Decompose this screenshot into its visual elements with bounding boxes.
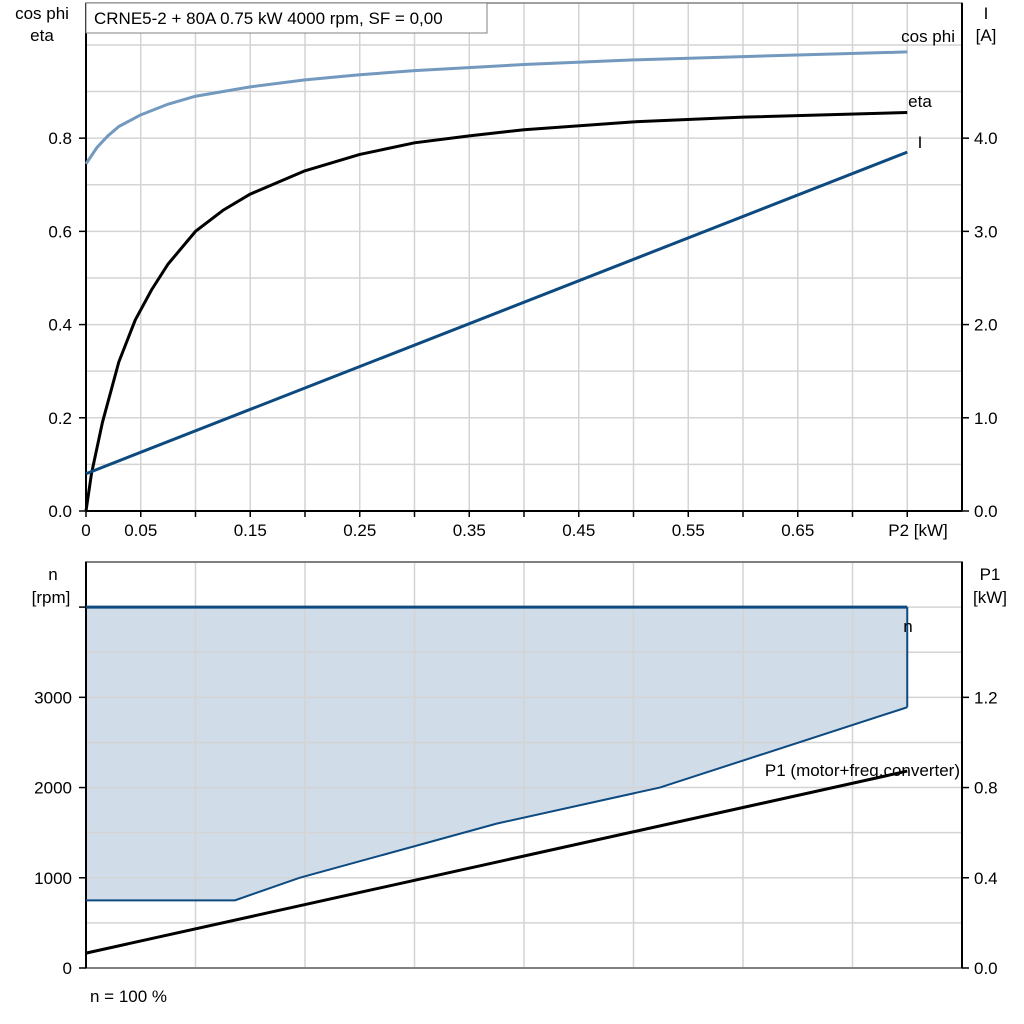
operating-area — [86, 607, 908, 901]
y-tick-label-left: 2000 — [34, 779, 72, 798]
x-tick-label: 0 — [81, 521, 90, 540]
y-tick-label-right: 4.0 — [974, 129, 998, 148]
x-tick-label: 0.45 — [562, 521, 595, 540]
y-tick-label-right: 0.4 — [974, 869, 998, 888]
y-axis-label-left: n — [48, 565, 57, 584]
x-tick-label: 0.25 — [343, 521, 376, 540]
y-tick-label-right: 0.0 — [974, 959, 998, 978]
y-tick-label-left: 0.4 — [48, 316, 72, 335]
y-axis-label-left: [rpm] — [32, 588, 71, 607]
y-tick-label-right: 0.0 — [974, 502, 998, 521]
series-label-P1: P1 (motor+freq.converter) — [765, 761, 960, 780]
series-line-eta — [84, 111, 908, 512]
y-tick-label-left: 1000 — [34, 869, 72, 888]
series-line-I — [85, 150, 908, 476]
x-tick-label: 0.35 — [453, 521, 486, 540]
y-tick-label-right: 1.2 — [974, 688, 998, 707]
y-tick-label-left: 0 — [63, 959, 72, 978]
series-label-I: I — [918, 133, 923, 152]
y-tick-label-right: 0.8 — [974, 779, 998, 798]
y-tick-label-right: 2.0 — [974, 316, 998, 335]
y-tick-label-left: 3000 — [34, 688, 72, 707]
y-tick-label-left: 0.6 — [48, 222, 72, 241]
x-tick-label: 0.65 — [781, 521, 814, 540]
series-label-eta: eta — [908, 92, 932, 111]
y-tick-label-right: 1.0 — [974, 409, 998, 428]
series-line-n-min — [86, 706, 908, 902]
series-line-cos-phi — [84, 50, 908, 165]
y-axis-label-right: I — [984, 4, 989, 23]
y-tick-label-right: 3.0 — [974, 222, 998, 241]
x-tick-label: 0.55 — [672, 521, 705, 540]
y-axis-label-right: P1 — [980, 565, 1001, 584]
series-label-cos-phi: cos phi — [901, 27, 955, 46]
y-axis-label-left: eta — [30, 26, 54, 45]
y-tick-label-left: 0.0 — [48, 502, 72, 521]
series-label-n: n — [903, 617, 912, 636]
footnote: n = 100 % — [90, 987, 167, 1006]
y-axis-label-right: [A] — [976, 26, 997, 45]
x-axis-label: P2 [kW] — [888, 521, 948, 540]
series-line-P1 — [85, 769, 908, 955]
y-tick-label-left: 0.8 — [48, 129, 72, 148]
chart-title: CRNE5-2 + 80A 0.75 kW 4000 rpm, SF = 0,0… — [94, 9, 443, 28]
y-tick-label-left: 0.2 — [48, 409, 72, 428]
title-box — [85, 2, 488, 34]
x-tick-label: 0.15 — [234, 521, 267, 540]
x-tick-label: 0.05 — [124, 521, 157, 540]
y-axis-label-left: cos phi — [15, 4, 69, 23]
y-axis-label-right: [kW] — [973, 588, 1007, 607]
